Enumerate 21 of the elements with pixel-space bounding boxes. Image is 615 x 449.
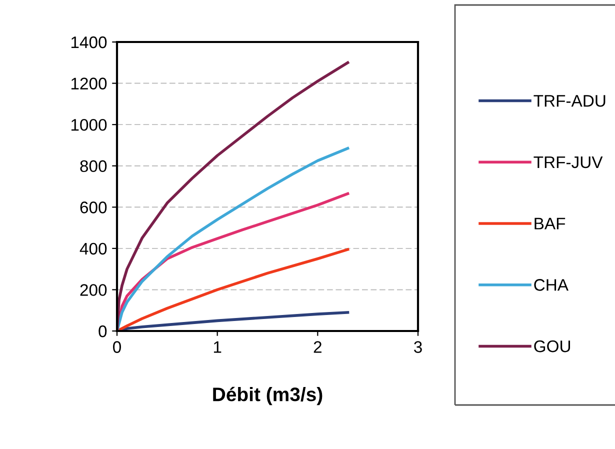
x-tick-label: 0 (113, 341, 121, 353)
legend-label: CHA (534, 279, 568, 291)
y-tick-label: 600 (80, 202, 107, 214)
line-series (117, 61, 350, 331)
y-tick-label: 1400 (71, 36, 107, 48)
y-tick-label: 200 (80, 284, 107, 296)
line-series (117, 146, 350, 331)
legend-label: TRF-JUV (534, 156, 603, 168)
x-tick-label: 3 (414, 341, 422, 353)
y-tick-label: 1200 (71, 78, 107, 90)
x-tick-label: 2 (314, 341, 322, 353)
y-tick-label: 0 (98, 325, 107, 338)
legend-label: GOU (534, 340, 570, 352)
legend-label: TRF-ADU (534, 95, 606, 107)
line-series (117, 248, 350, 331)
y-tick-label: 1000 (71, 118, 107, 131)
y-tick-label: 400 (80, 242, 107, 255)
x-tick-label: 1 (214, 341, 222, 353)
legend-label: BAF (534, 218, 566, 230)
y-tick-label: 800 (80, 160, 107, 172)
x-axis-title: Débit (m3/s) (213, 386, 322, 406)
